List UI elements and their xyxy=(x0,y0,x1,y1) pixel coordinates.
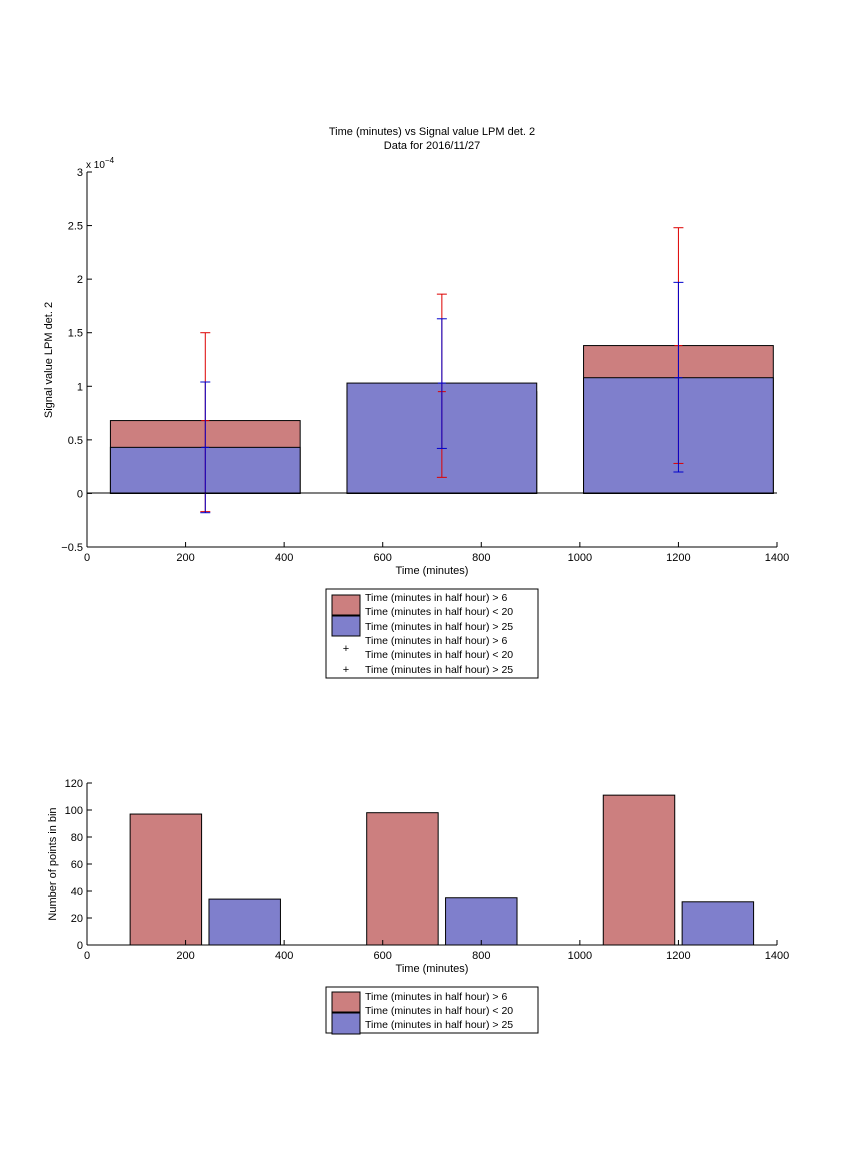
chart2-bar-s0-1 xyxy=(366,812,439,946)
chart2-x-tick-label: 1000 xyxy=(568,950,592,962)
chart1-x-tick-label: 1000 xyxy=(568,552,592,564)
chart1-legend-label-blue: Time (minutes in half hour) > 25 xyxy=(365,621,513,633)
chart1-legend: Time (minutes in half hour) > 6 Time (mi… xyxy=(325,588,539,679)
chart1-y-tick-label: −0.5 xyxy=(61,542,83,554)
chart1-x-tick-label: 400 xyxy=(275,552,293,564)
chart2-legend-swatch-red xyxy=(331,991,361,1013)
chart1-legend-box xyxy=(325,588,539,679)
chart2-y-tick-label: 120 xyxy=(65,778,83,790)
chart1-x-tick-label: 1200 xyxy=(666,552,690,564)
chart2-ticks: 0 200 400 600 800 1000 1200 1400 0 20 40 60 80 100 120 xyxy=(65,778,790,962)
chart1-error-bars xyxy=(200,227,684,514)
chart1-legend-label-red-2: Time (minutes in half hour) < 20 xyxy=(365,606,513,618)
count-chart: 0 200 400 600 800 1000 1200 1400 0 20 40 60 80 100 120… xyxy=(47,778,790,1035)
chart2-bars xyxy=(129,794,755,946)
chart1-x-tick-label: 1400 xyxy=(765,552,789,564)
chart1-legend-swatch-blue xyxy=(331,615,361,637)
chart2-y-label: Number of points in bin xyxy=(47,807,59,920)
chart1-legend-label-red-marker-2: Time (minutes in half hour) < 20 xyxy=(365,649,513,661)
chart1-x-tick-label: 600 xyxy=(374,552,392,564)
chart1-x-tick-label: 0 xyxy=(84,552,90,564)
chart2-legend-box xyxy=(325,986,539,1034)
chart1-subtitle: Data for 2016/11/27 xyxy=(384,140,480,152)
chart1-legend-label-red-marker-1: Time (minutes in half hour) > 6 xyxy=(365,635,507,647)
chart1-legend-label-red-1: Time (minutes in half hour) > 6 xyxy=(365,592,507,604)
chart2-x-tick-label: 600 xyxy=(374,950,392,962)
chart1-x-label: Time (minutes) xyxy=(396,565,469,577)
chart1-y-tick-label: 1 xyxy=(77,381,83,393)
chart2-x-tick-label: 200 xyxy=(176,950,194,962)
chart2-x-tick-label: 400 xyxy=(275,950,293,962)
chart2-x-tick-label: 800 xyxy=(472,950,490,962)
chart2-y-tick-label: 40 xyxy=(71,886,83,898)
chart1-legend-marker-blue: + xyxy=(343,664,349,676)
chart2-x-label: Time (minutes) xyxy=(396,963,469,975)
chart2-y-tick-label: 60 xyxy=(71,859,83,871)
chart1-y-exponent-base: x 10 xyxy=(86,160,105,171)
chart2-y-tick-label: 100 xyxy=(65,805,83,817)
chart1-y-label: Signal value LPM det. 2 xyxy=(43,302,55,418)
chart1-y-tick-label: 1.5 xyxy=(68,328,83,340)
chart2-bar-s1-0 xyxy=(208,898,281,946)
chart2-legend-swatch-blue xyxy=(331,1012,361,1035)
chart1-legend-swatch-red xyxy=(331,594,361,616)
chart2-legend-label-red-2: Time (minutes in half hour) < 20 xyxy=(365,1005,513,1017)
chart1-ticks: 0 200 400 600 800 1000 1200 1400−0.500.511.522.… xyxy=(61,167,789,564)
chart1-y-tick-label: 2.5 xyxy=(68,221,83,233)
chart1-y-tick-label: 0 xyxy=(77,488,83,500)
chart2-bar-s1-1 xyxy=(445,897,518,946)
chart2-bar-s1-2 xyxy=(681,901,755,946)
chart1-x-tick-label: 200 xyxy=(176,552,194,564)
chart2-bar-s0-2 xyxy=(602,794,676,946)
chart1-y-tick-label: 2 xyxy=(77,274,83,286)
chart1-title: Time (minutes) vs Signal value LPM det. … xyxy=(329,126,535,138)
chart1-y-tick-label: 0.5 xyxy=(68,435,83,447)
chart2-x-tick-label: 0 xyxy=(84,950,90,962)
chart2-legend: Time (minutes in half hour) > 6 Time (mi… xyxy=(325,986,539,1035)
chart2-x-tick-label: 1200 xyxy=(666,950,690,962)
chart2-bar-s0-0 xyxy=(129,813,203,946)
chart1-y-tick-label: 3 xyxy=(77,167,83,179)
chart1-legend-label-blue-marker: Time (minutes in half hour) > 25 xyxy=(365,664,513,676)
chart2-legend-label-blue: Time (minutes in half hour) > 25 xyxy=(365,1019,513,1031)
chart1-y-exponent-power: −4 xyxy=(105,156,115,165)
signal-chart: Time (minutes) vs Signal value LPM det. … xyxy=(43,126,789,679)
chart1-y-exponent: x 10−4 xyxy=(86,156,115,171)
chart1-legend-marker-red: + xyxy=(343,643,349,655)
chart2-legend-label-red-1: Time (minutes in half hour) > 6 xyxy=(365,991,507,1003)
chart2-y-tick-label: 80 xyxy=(71,832,83,844)
chart2-y-tick-label: 20 xyxy=(71,913,83,925)
chart2-x-tick-label: 1400 xyxy=(765,950,789,962)
chart2-y-tick-label: 0 xyxy=(77,940,83,952)
chart1-x-tick-label: 800 xyxy=(472,552,490,564)
